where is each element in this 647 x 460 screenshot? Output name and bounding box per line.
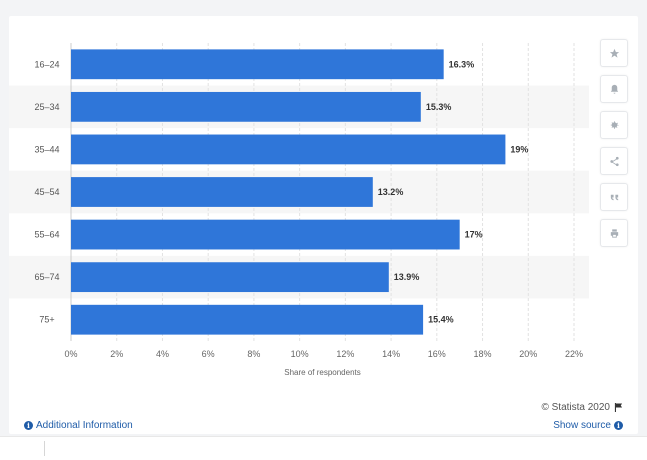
x-tick-label: 2% — [110, 349, 123, 359]
data-label: 15.4% — [428, 315, 454, 325]
x-tick-label: 14% — [382, 349, 400, 359]
additional-information-label: Additional Information — [36, 420, 133, 431]
data-label: 13.9% — [394, 272, 420, 282]
category-label: 65–74 — [34, 272, 59, 282]
show-source-link[interactable]: Show source i — [553, 420, 623, 431]
x-tick-label: 20% — [519, 349, 537, 359]
favorite-button[interactable] — [600, 39, 628, 67]
bar — [71, 304, 424, 335]
x-tick-label: 22% — [565, 349, 583, 359]
data-label: 19% — [510, 144, 528, 154]
additional-information-link[interactable]: i Additional Information — [24, 420, 133, 431]
bar-chart: 0% 2% 4% 6% 8% 10% 12% 14% 16% 18% 20% 22% 16–24 16.3… — [9, 43, 589, 377]
data-label: 17% — [465, 230, 483, 240]
category-label: 25–34 — [34, 102, 59, 112]
flag-icon — [614, 403, 623, 412]
divider — [44, 441, 45, 456]
bottom-bar — [0, 436, 647, 460]
print-button[interactable] — [600, 219, 628, 247]
chart-card: 0% 2% 4% 6% 8% 10% 12% 14% 16% 18% 20% 22% 16–24 16.3… — [9, 16, 638, 434]
copyright-credit[interactable]: © Statista 2020 — [541, 402, 623, 413]
data-label: 13.2% — [378, 187, 404, 197]
x-tick-label: 8% — [247, 349, 260, 359]
bar — [71, 219, 460, 250]
bar — [71, 49, 444, 80]
share-button[interactable] — [600, 147, 628, 175]
x-axis-title: Share of respondents — [284, 368, 361, 377]
bar — [71, 262, 389, 293]
bar — [71, 134, 506, 165]
category-label: 35–44 — [34, 144, 59, 154]
bell-icon — [610, 84, 618, 94]
settings-button[interactable] — [600, 111, 628, 139]
category-label: 16–24 — [34, 59, 59, 69]
gear-icon — [610, 120, 619, 129]
bar — [71, 91, 421, 122]
x-tick-label: 16% — [428, 349, 446, 359]
x-tick-label: 0% — [64, 349, 77, 359]
copyright-text: © Statista 2020 — [541, 402, 610, 413]
category-label: 45–54 — [34, 187, 59, 197]
bar — [71, 177, 373, 207]
chart-toolbar — [600, 39, 630, 255]
x-tick-label: 10% — [291, 349, 309, 359]
show-source-label: Show source — [553, 420, 611, 431]
x-tick-label: 6% — [202, 349, 215, 359]
category-label: 55–64 — [34, 230, 59, 240]
notification-button[interactable] — [600, 75, 628, 103]
x-tick-label: 4% — [156, 349, 169, 359]
cite-button[interactable] — [600, 183, 628, 211]
info-icon: i — [24, 421, 33, 430]
x-tick-label: 18% — [474, 349, 492, 359]
data-label: 16.3% — [449, 59, 475, 69]
share-icon — [609, 156, 619, 166]
data-label: 15.3% — [426, 102, 452, 112]
star-icon — [609, 48, 619, 58]
print-icon — [610, 228, 618, 238]
info-icon: i — [614, 421, 623, 430]
quote-icon — [610, 194, 618, 200]
x-tick-label: 12% — [336, 349, 354, 359]
category-label: 75+ — [39, 315, 54, 325]
